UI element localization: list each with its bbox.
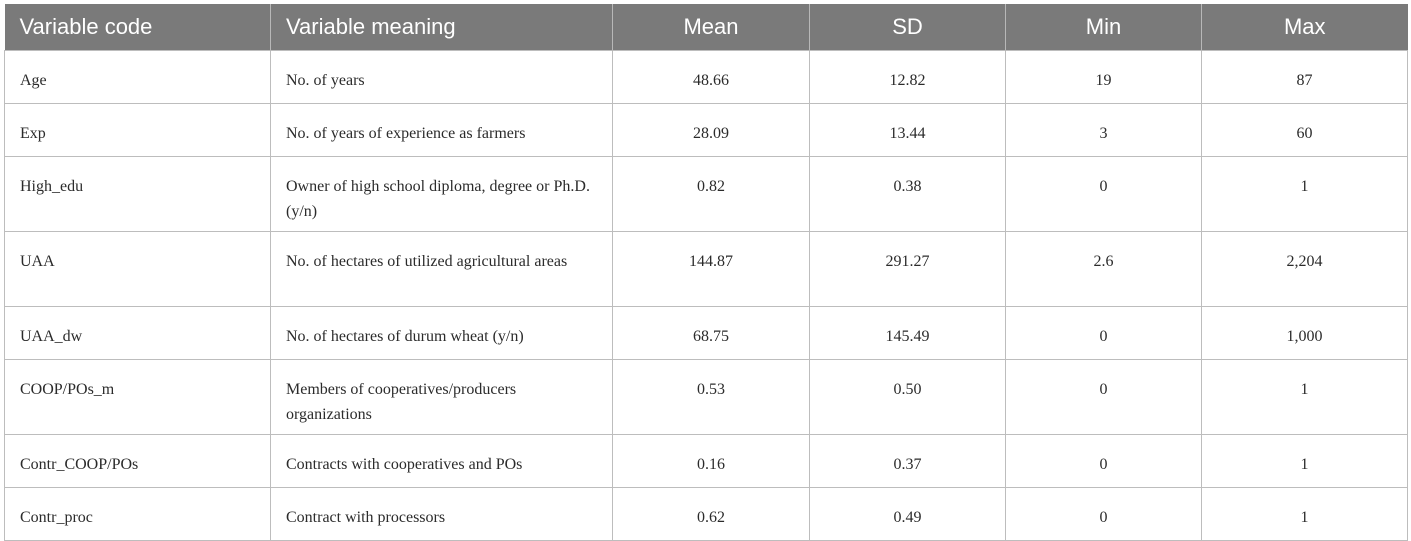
cell-min: 0 <box>1005 433 1202 488</box>
cell-min: 3 <box>1005 102 1202 157</box>
cell-meaning: No. of hectares of utilized agricultural… <box>270 230 613 307</box>
table-row: Age No. of years 48.66 12.82 19 87 <box>4 49 1408 104</box>
cell-mean: 28.09 <box>612 102 810 157</box>
column-header-min: Min <box>1005 4 1202 50</box>
cell-sd: 291.27 <box>809 230 1006 307</box>
cell-meaning: Members of cooperatives/producers organi… <box>270 358 613 435</box>
column-header-variable-meaning: Variable meaning <box>270 4 613 50</box>
cell-max: 1 <box>1201 358 1408 435</box>
cell-code: Exp <box>4 102 271 157</box>
table-row: High_edu Owner of high school diploma, d… <box>4 155 1408 232</box>
table-row: UAA No. of hectares of utilized agricult… <box>4 230 1408 307</box>
cell-code: High_edu <box>4 155 271 232</box>
cell-sd: 145.49 <box>809 305 1006 360</box>
cell-sd: 13.44 <box>809 102 1006 157</box>
cell-code: UAA <box>4 230 271 307</box>
table-row: Contr_proc Contract with processors 0.62… <box>4 486 1408 541</box>
cell-code: Age <box>4 49 271 104</box>
cell-min: 0 <box>1005 305 1202 360</box>
table-row: UAA_dw No. of hectares of durum wheat (y… <box>4 305 1408 360</box>
data-table: Variable code Variable meaning Mean SD M… <box>4 4 1408 541</box>
cell-code: Contr_COOP/POs <box>4 433 271 488</box>
cell-sd: 0.37 <box>809 433 1006 488</box>
column-header-max: Max <box>1283 13 1326 39</box>
cell-meaning: No. of hectares of durum wheat (y/n) <box>270 305 613 360</box>
cell-max: 1 <box>1201 433 1408 488</box>
cell-min: 0 <box>1005 358 1202 435</box>
table-row: COOP/POs_m Members of cooperatives/produ… <box>4 358 1408 435</box>
cell-mean: 48.66 <box>612 49 810 104</box>
cell-code: UAA_dw <box>4 305 271 360</box>
cell-mean: 0.62 <box>612 486 810 541</box>
cell-min: 0 <box>1005 486 1202 541</box>
table-row: Contr_COOP/POs Contracts with cooperativ… <box>4 433 1408 488</box>
cell-meaning: Contract with processors <box>270 486 613 541</box>
column-header-mean: Mean <box>612 4 810 50</box>
cell-mean: 0.53 <box>612 358 810 435</box>
cell-mean: 68.75 <box>612 305 810 360</box>
cell-max: 2,204 <box>1201 230 1408 307</box>
cell-mean: 144.87 <box>612 230 810 307</box>
cell-meaning: Owner of high school diploma, degree or … <box>270 155 613 232</box>
cell-code: Contr_proc <box>4 486 271 541</box>
cell-meaning: No. of years of experience as farmers <box>270 102 613 157</box>
column-header-sd: SD <box>809 4 1006 50</box>
cell-code: COOP/POs_m <box>4 358 271 435</box>
cell-meaning: No. of years <box>270 49 613 104</box>
cell-sd: 0.38 <box>809 155 1006 232</box>
cell-min: 2.6 <box>1005 230 1202 307</box>
cell-sd: 12.82 <box>809 49 1006 104</box>
cell-max: 1 <box>1201 486 1408 541</box>
cell-mean: 0.16 <box>612 433 810 488</box>
cell-max: 87 <box>1201 49 1408 104</box>
cell-max: 1,000 <box>1201 305 1408 360</box>
table-row: Exp No. of years of experience as farmer… <box>4 102 1408 157</box>
cell-max: 1 <box>1201 155 1408 232</box>
cell-max: 60 <box>1201 102 1408 157</box>
cell-mean: 0.82 <box>612 155 810 232</box>
cell-sd: 0.49 <box>809 486 1006 541</box>
header-row: Variable code Variable meaning Mean SD M… <box>4 4 1408 50</box>
cell-min: 19 <box>1005 49 1202 104</box>
cell-min: 0 <box>1005 155 1202 232</box>
column-header-variable-code: Variable code <box>4 4 271 50</box>
cell-sd: 0.50 <box>809 358 1006 435</box>
cell-meaning: Contracts with cooperatives and POs <box>270 433 613 488</box>
